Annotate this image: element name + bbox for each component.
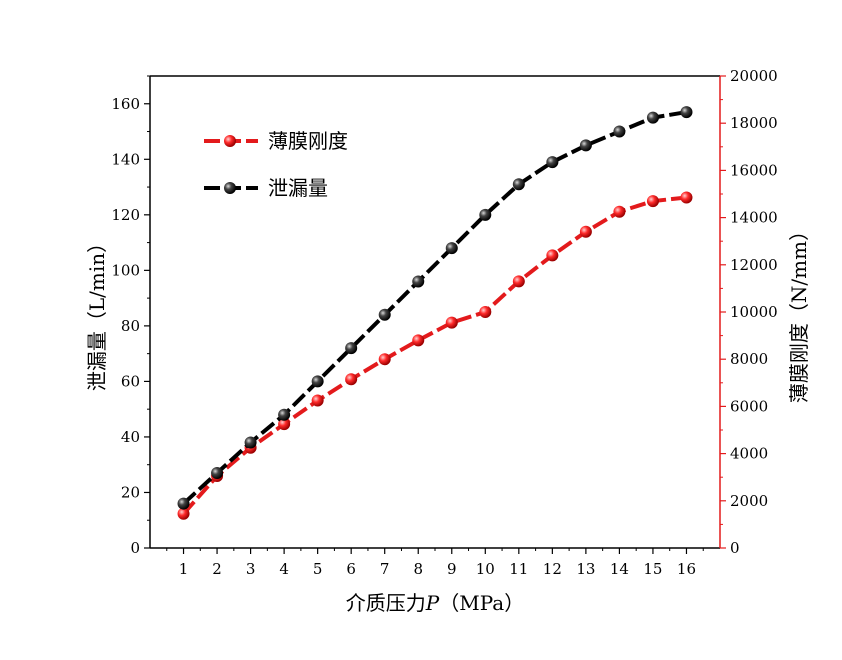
y-left-tick-label: 0	[130, 539, 140, 557]
data-point-泄漏量	[244, 436, 257, 449]
y-right-tick-label: 4000	[730, 445, 768, 463]
data-point-薄膜刚度	[278, 418, 291, 431]
series-line-薄膜刚度	[182, 195, 687, 516]
y-right-axis-title: 薄膜刚度（N/mm）	[787, 221, 811, 403]
series-line-泄漏量	[182, 110, 687, 506]
y-right-tick-label: 8000	[730, 350, 768, 368]
x-tick-label: 14	[610, 560, 629, 578]
data-point-薄膜刚度	[445, 316, 458, 329]
data-point-薄膜刚度	[479, 306, 492, 318]
data-point-薄膜刚度	[646, 195, 659, 208]
data-point-泄漏量	[445, 242, 458, 255]
y-right-tick-label: 12000	[730, 256, 778, 274]
data-point-泄漏量	[680, 106, 693, 119]
x-tick-label: 11	[509, 560, 528, 578]
y-right-tick-label: 14000	[730, 209, 778, 227]
data-point-泄漏量	[579, 139, 592, 152]
x-tick-label: 10	[476, 560, 495, 578]
data-point-泄漏量	[311, 375, 324, 388]
y-left-tick-label: 20	[121, 483, 140, 501]
x-tick-label: 8	[413, 560, 423, 578]
data-point-泄漏量	[479, 208, 492, 221]
x-tick-label: 16	[677, 560, 696, 578]
data-point-泄漏量	[613, 125, 626, 138]
y-left-tick-label: 140	[111, 150, 140, 168]
y-right-tick-label: 20000	[730, 67, 778, 85]
data-point-薄膜刚度	[512, 275, 525, 288]
data-point-薄膜刚度	[579, 225, 592, 238]
data-point-泄漏量	[546, 156, 559, 169]
data-point-薄膜刚度	[177, 507, 190, 520]
data-point-薄膜刚度	[345, 373, 358, 386]
data-point-泄漏量	[211, 467, 224, 480]
data-point-泄漏量	[345, 342, 358, 355]
x-tick-label: 7	[380, 560, 390, 578]
data-point-薄膜刚度	[412, 334, 425, 347]
data-point-薄膜刚度	[378, 353, 391, 366]
y-right-tick-label: 10000	[730, 303, 778, 321]
legend-marker-泄漏量	[224, 182, 236, 194]
x-tick-label: 2	[212, 560, 222, 578]
y-left-tick-label: 120	[111, 206, 140, 224]
y-left-axis-title: 泄漏量（L/min）	[85, 233, 109, 391]
data-point-泄漏量	[512, 178, 525, 191]
x-tick-label: 13	[576, 560, 595, 578]
x-tick-label: 12	[543, 560, 562, 578]
legend-label-薄膜刚度: 薄膜刚度	[268, 129, 348, 153]
data-point-薄膜刚度	[311, 394, 324, 407]
y-left-tick-label: 160	[111, 95, 140, 113]
x-tick-label: 4	[279, 560, 289, 578]
x-tick-label: 5	[313, 560, 323, 578]
data-point-薄膜刚度	[546, 249, 559, 262]
y-left-tick-label: 40	[121, 428, 140, 446]
y-left-tick-label: 60	[121, 372, 140, 390]
y-left-tick-label: 100	[111, 261, 140, 279]
x-tick-label: 3	[246, 560, 256, 578]
y-left-tick-label: 80	[121, 317, 140, 335]
x-axis-title: 介质压力P（MPa）	[346, 591, 524, 615]
data-point-泄漏量	[278, 408, 291, 421]
y-right-tick-label: 16000	[730, 161, 778, 179]
data-point-泄漏量	[177, 497, 190, 510]
data-point-泄漏量	[412, 275, 425, 288]
y-right-tick-label: 2000	[730, 492, 768, 510]
legend-marker-薄膜刚度	[224, 135, 236, 147]
data-point-薄膜刚度	[613, 205, 626, 218]
x-tick-label: 6	[346, 560, 356, 578]
y-right-tick-label: 6000	[730, 397, 768, 415]
x-tick-label: 9	[447, 560, 457, 578]
x-tick-label: 1	[179, 560, 189, 578]
y-right-tick-label: 18000	[730, 114, 778, 132]
data-point-泄漏量	[646, 111, 659, 124]
legend-label-泄漏量: 泄漏量	[268, 176, 328, 200]
x-tick-label: 15	[643, 560, 662, 578]
y-right-tick-label: 0	[730, 539, 740, 557]
data-point-泄漏量	[378, 308, 391, 321]
data-point-薄膜刚度	[680, 191, 693, 204]
